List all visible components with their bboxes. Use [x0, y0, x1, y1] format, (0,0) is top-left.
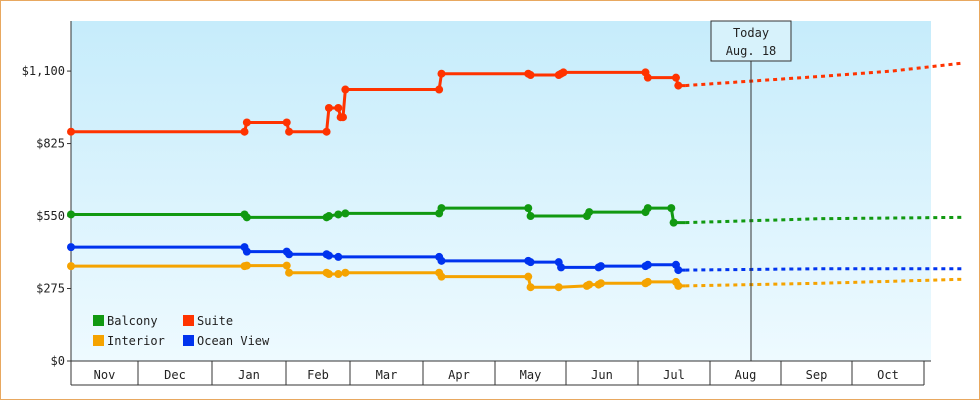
data-point [437, 272, 446, 281]
data-point [643, 204, 652, 213]
data-point [334, 252, 343, 261]
data-point [437, 69, 446, 78]
data-point [67, 262, 75, 271]
data-point [324, 251, 333, 260]
series-forecast-interior [685, 277, 963, 288]
data-point [322, 127, 331, 136]
today-label: Today [733, 26, 769, 40]
data-point [242, 247, 251, 256]
data-point [282, 118, 291, 127]
data-point [285, 250, 294, 259]
data-point [341, 209, 350, 218]
data-point [671, 73, 680, 82]
legend-label: Balcony [107, 314, 158, 328]
data-point [67, 243, 75, 252]
series-forecast-ocean-view [685, 267, 963, 272]
legend-swatch [93, 315, 104, 326]
data-point [285, 127, 294, 136]
legend-swatch [183, 315, 194, 326]
data-point [524, 272, 533, 281]
data-point [557, 263, 566, 272]
data-point [285, 268, 294, 277]
data-point [242, 213, 251, 222]
x-tick-label: Nov [94, 368, 116, 382]
data-point [341, 85, 350, 94]
y-tick-label: $275 [36, 282, 65, 296]
y-tick-label: $550 [36, 209, 65, 223]
data-point [643, 73, 652, 82]
data-point [643, 277, 652, 286]
data-point [596, 262, 605, 271]
x-tick-label: Jun [591, 368, 613, 382]
data-point [524, 204, 533, 213]
data-point [242, 261, 251, 270]
legend-label: Ocean View [197, 334, 270, 348]
data-point [526, 212, 535, 221]
data-point [324, 103, 333, 112]
data-point [585, 280, 594, 289]
x-tick-label: Mar [376, 368, 398, 382]
data-point [334, 210, 343, 219]
data-point [67, 210, 75, 219]
legend-swatch [183, 335, 194, 346]
data-point [324, 270, 333, 279]
data-point [324, 212, 333, 221]
data-point [526, 258, 535, 267]
x-tick-label: Dec [164, 368, 186, 382]
y-tick-label: $825 [36, 137, 65, 151]
series-forecast-suite [685, 61, 963, 88]
x-tick-label: Jan [238, 368, 260, 382]
x-tick-label: Apr [448, 368, 470, 382]
today-box [710, 20, 792, 62]
legend-label: Suite [197, 314, 233, 328]
data-point [674, 281, 683, 290]
x-tick-label: Sep [806, 368, 828, 382]
data-point [437, 256, 446, 265]
x-tick-label: Oct [877, 368, 899, 382]
legend-swatch [93, 335, 104, 346]
data-point [526, 71, 535, 80]
y-tick-label: $1,100 [22, 64, 65, 78]
data-point [334, 103, 343, 112]
y-tick-label: $0 [51, 354, 65, 368]
data-point [643, 260, 652, 269]
data-point [585, 208, 594, 217]
data-point [341, 268, 350, 277]
data-point [435, 85, 444, 94]
plot-area [71, 21, 931, 361]
x-tick-label: May [520, 368, 542, 382]
data-point [240, 127, 249, 136]
data-point [674, 266, 683, 275]
data-point [67, 127, 75, 136]
data-point [596, 279, 605, 288]
today-date: Aug. 18 [726, 44, 777, 58]
series-forecast-balcony [685, 215, 963, 225]
data-point [559, 68, 568, 77]
data-point [554, 283, 563, 292]
data-point [526, 283, 535, 292]
x-tick-label: Aug [735, 368, 757, 382]
data-point [282, 261, 291, 270]
legend-label: Interior [107, 334, 165, 348]
data-point [242, 118, 251, 127]
x-tick-label: Jul [663, 368, 685, 382]
data-point [339, 113, 347, 122]
data-point [437, 204, 446, 213]
data-point [674, 81, 683, 90]
x-tick-label: Feb [307, 368, 329, 382]
data-point [667, 204, 676, 213]
data-point [669, 218, 678, 227]
data-point [334, 270, 343, 279]
